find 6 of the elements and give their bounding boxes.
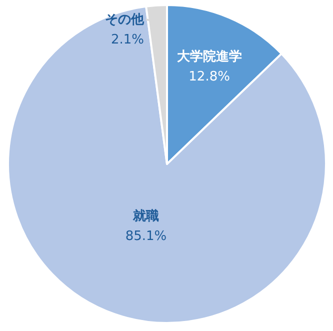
slice-label: その他	[104, 12, 145, 28]
data-label: 2.1%	[110, 32, 144, 48]
data-label: 12.8%	[188, 70, 230, 85]
data-label: 85.1%	[125, 229, 167, 244]
slice-label: 大学院進学	[176, 48, 242, 65]
slice-label: 就職	[132, 208, 160, 224]
